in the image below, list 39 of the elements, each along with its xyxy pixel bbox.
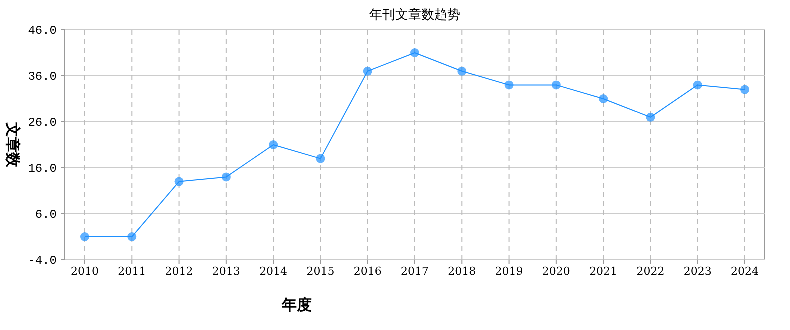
x-tick-label: 2017 <box>401 265 429 278</box>
point <box>504 80 514 90</box>
point <box>128 232 137 242</box>
y-tick-label: 16.0 <box>28 162 57 176</box>
y-tick-label: 46.0 <box>28 24 57 38</box>
x-axis-title: 年度 <box>281 296 312 314</box>
x-tick-label: 2014 <box>260 265 288 278</box>
y-axis-title: 文章数 <box>4 122 22 168</box>
point <box>740 85 750 94</box>
x-tick-label: 2022 <box>636 265 665 278</box>
x-tick-label: 2023 <box>684 265 712 278</box>
point <box>646 112 656 122</box>
x-tick-label: 2012 <box>165 265 194 278</box>
y-tick-label: 26.0 <box>28 116 57 130</box>
x-tick-label: 2020 <box>542 265 570 278</box>
point <box>80 232 90 242</box>
y-tick-label: 36.0 <box>28 70 57 84</box>
x-tick-label: 2024 <box>731 265 759 278</box>
point <box>363 66 372 76</box>
point <box>458 66 467 76</box>
y-tick-label: -4.0 <box>28 254 57 268</box>
x-tick-label: 2011 <box>118 265 146 278</box>
x-tick-label: 2018 <box>448 265 476 278</box>
point <box>693 80 702 90</box>
x-tick-label: 2021 <box>590 265 618 278</box>
point <box>410 48 420 58</box>
x-tick-label: 2016 <box>354 265 382 278</box>
x-tick-label: 2015 <box>306 265 335 278</box>
x-tick-label: 2019 <box>495 265 524 278</box>
x-tick-label: 2010 <box>71 265 99 278</box>
point <box>174 177 184 186</box>
point <box>599 94 608 104</box>
y-tick-label: 6.0 <box>35 208 57 222</box>
point <box>552 80 561 90</box>
point <box>269 140 278 150</box>
point <box>222 172 231 182</box>
chart-title: 年刊文章数趋势 <box>370 8 460 23</box>
x-tick-label: 2013 <box>212 265 240 278</box>
point <box>316 154 326 164</box>
